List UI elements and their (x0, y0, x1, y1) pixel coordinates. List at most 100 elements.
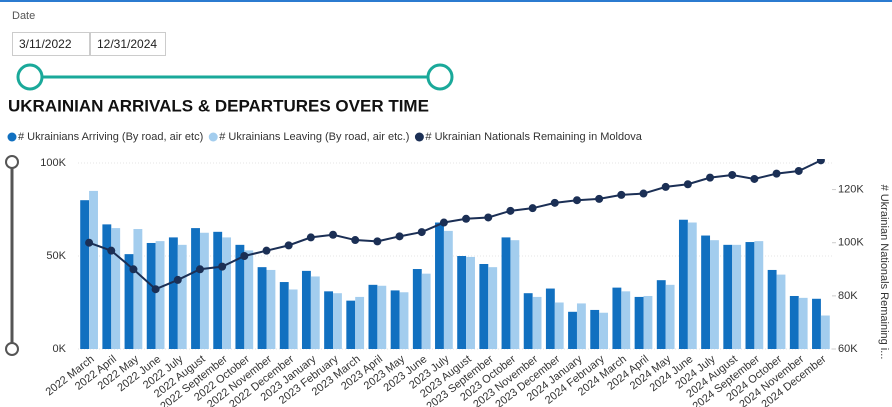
bar (177, 244, 187, 349)
zoom-handle[interactable] (5, 155, 19, 169)
bar (133, 229, 143, 349)
line-marker (506, 206, 515, 215)
line-marker (683, 180, 692, 189)
bar (80, 200, 90, 349)
bar (399, 292, 409, 349)
bar (501, 237, 511, 349)
line-marker (550, 198, 559, 207)
slider-handle[interactable] (16, 63, 44, 91)
line-marker (462, 214, 471, 223)
bar (634, 296, 644, 349)
bar (732, 244, 742, 349)
line-marker (129, 265, 138, 274)
bar (532, 296, 542, 349)
bar (355, 296, 365, 349)
line-marker (661, 182, 670, 191)
y2-tick-label: 120K (838, 183, 864, 195)
line-marker (595, 194, 604, 203)
line-series (85, 159, 825, 294)
bar (745, 242, 755, 349)
bar (244, 250, 254, 349)
bar (266, 269, 276, 349)
bar (488, 267, 498, 349)
line-marker (639, 189, 648, 198)
y2-tick-label: 60K (838, 343, 858, 355)
bar (301, 270, 311, 349)
line-marker (706, 173, 715, 182)
line-marker (85, 238, 94, 247)
bar (820, 315, 830, 349)
zoom-handle[interactable] (5, 342, 19, 356)
line-marker (728, 170, 737, 179)
line-marker (262, 246, 271, 255)
line-marker (306, 233, 315, 242)
line-marker (107, 246, 116, 255)
bar (333, 293, 342, 349)
bar (155, 241, 165, 349)
line-marker (772, 169, 781, 178)
legend-marker (414, 132, 424, 142)
bar (191, 228, 200, 349)
bar (723, 244, 733, 349)
bar (643, 295, 653, 349)
bar (812, 298, 821, 349)
line-marker (329, 230, 338, 239)
bar (767, 269, 777, 349)
y2-tick-label: 100K (838, 237, 864, 249)
bar (102, 224, 112, 349)
bar (412, 269, 422, 349)
bar (168, 237, 178, 349)
line-marker (351, 236, 360, 245)
bar (621, 291, 631, 349)
line-marker (240, 252, 249, 260)
line-marker (395, 232, 404, 241)
line-marker (528, 204, 537, 213)
bar (111, 228, 121, 349)
bar (710, 240, 719, 349)
bar (435, 222, 444, 349)
bar (146, 242, 156, 349)
slider-handle[interactable] (426, 63, 454, 91)
bar (523, 293, 533, 349)
bar (576, 303, 586, 349)
bar (324, 291, 334, 349)
line-marker (195, 265, 204, 274)
legend-label: # Ukrainians Arriving (By road, air etc) (18, 131, 203, 143)
y-tick-label: 100K (40, 157, 66, 169)
bar (656, 280, 666, 349)
bar (554, 302, 564, 349)
start-date[interactable]: 3/11/2022 (12, 32, 90, 56)
bar (199, 232, 209, 349)
line-marker (151, 285, 160, 294)
bar (377, 285, 387, 349)
y2-axis-title: # Ukrainian Nationals Remaining i... (878, 185, 890, 360)
line-marker (284, 241, 293, 250)
legend-label: # Ukrainians Leaving (By road, air etc.) (219, 131, 409, 143)
bar (368, 284, 378, 349)
legend-marker (208, 132, 218, 142)
line-marker (484, 213, 493, 222)
bar (776, 274, 786, 349)
bar (222, 237, 232, 349)
bar (421, 273, 431, 349)
bar (310, 276, 320, 349)
bar (124, 254, 134, 349)
line-marker (617, 190, 626, 199)
line-marker (373, 237, 382, 246)
bar (789, 295, 799, 349)
y-tick-label: 50K (46, 250, 66, 262)
bar (665, 284, 675, 349)
bar (568, 311, 577, 349)
bar (443, 230, 453, 349)
end-date[interactable]: 12/31/2024 (90, 32, 166, 56)
bar (687, 222, 697, 349)
bar (510, 240, 520, 349)
bar (678, 219, 688, 349)
y-tick-label: 0K (53, 343, 67, 355)
line-marker (816, 159, 825, 165)
bar (798, 297, 808, 349)
line-marker (417, 228, 426, 237)
filter-label: Date (12, 10, 36, 22)
